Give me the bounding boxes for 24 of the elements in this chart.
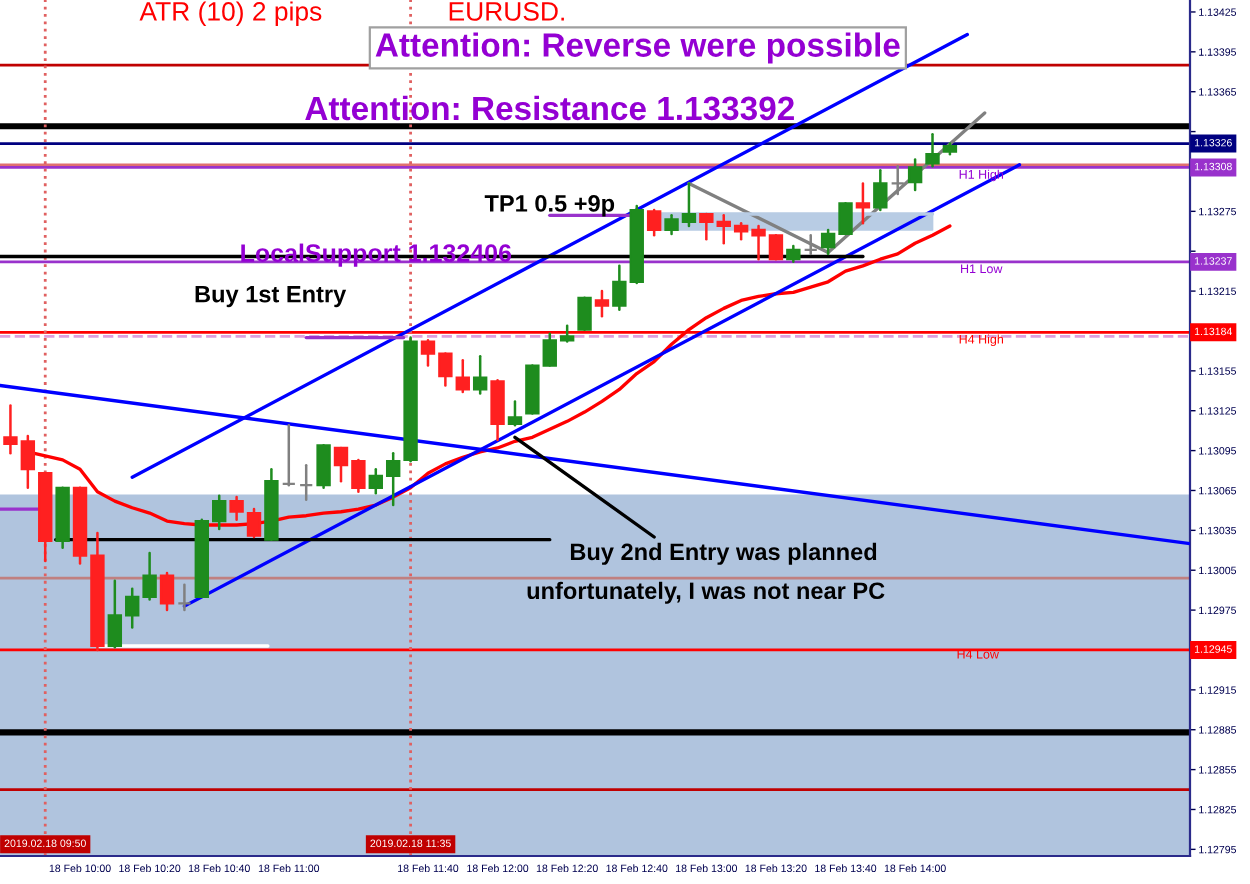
annotation: Buy 1st Entry: [195, 286, 347, 308]
candlestick: [490, 378, 505, 442]
annotation: unfortunately, I was not near PC: [527, 581, 885, 604]
candlestick: [855, 182, 871, 225]
candlestick: [873, 168, 888, 212]
annotation: Attention: Resistance 1.133392: [305, 95, 794, 121]
candlestick: [907, 158, 923, 192]
annotation: TP1 0.5 +9p: [484, 195, 615, 217]
candlestick: [316, 444, 331, 490]
candlestick: [925, 133, 940, 168]
candlestick: [472, 354, 488, 395]
candlestick: [646, 208, 662, 237]
annotation: EURUSD.: [449, 2, 564, 21]
candlestick: [299, 463, 314, 502]
annotation: ATR (10) 2 pips: [139, 1, 322, 26]
candlestick: [890, 164, 905, 196]
annotation: Buy 2nd Entry was planned: [570, 542, 877, 565]
candlestick: [507, 400, 523, 427]
annotation: Attention: Reverse were possible: [375, 32, 900, 64]
candlestick: [577, 296, 592, 331]
candlestick: [594, 289, 610, 318]
candlestick: [159, 571, 175, 612]
candlestick: [281, 424, 296, 487]
candlestick: [177, 583, 192, 612]
